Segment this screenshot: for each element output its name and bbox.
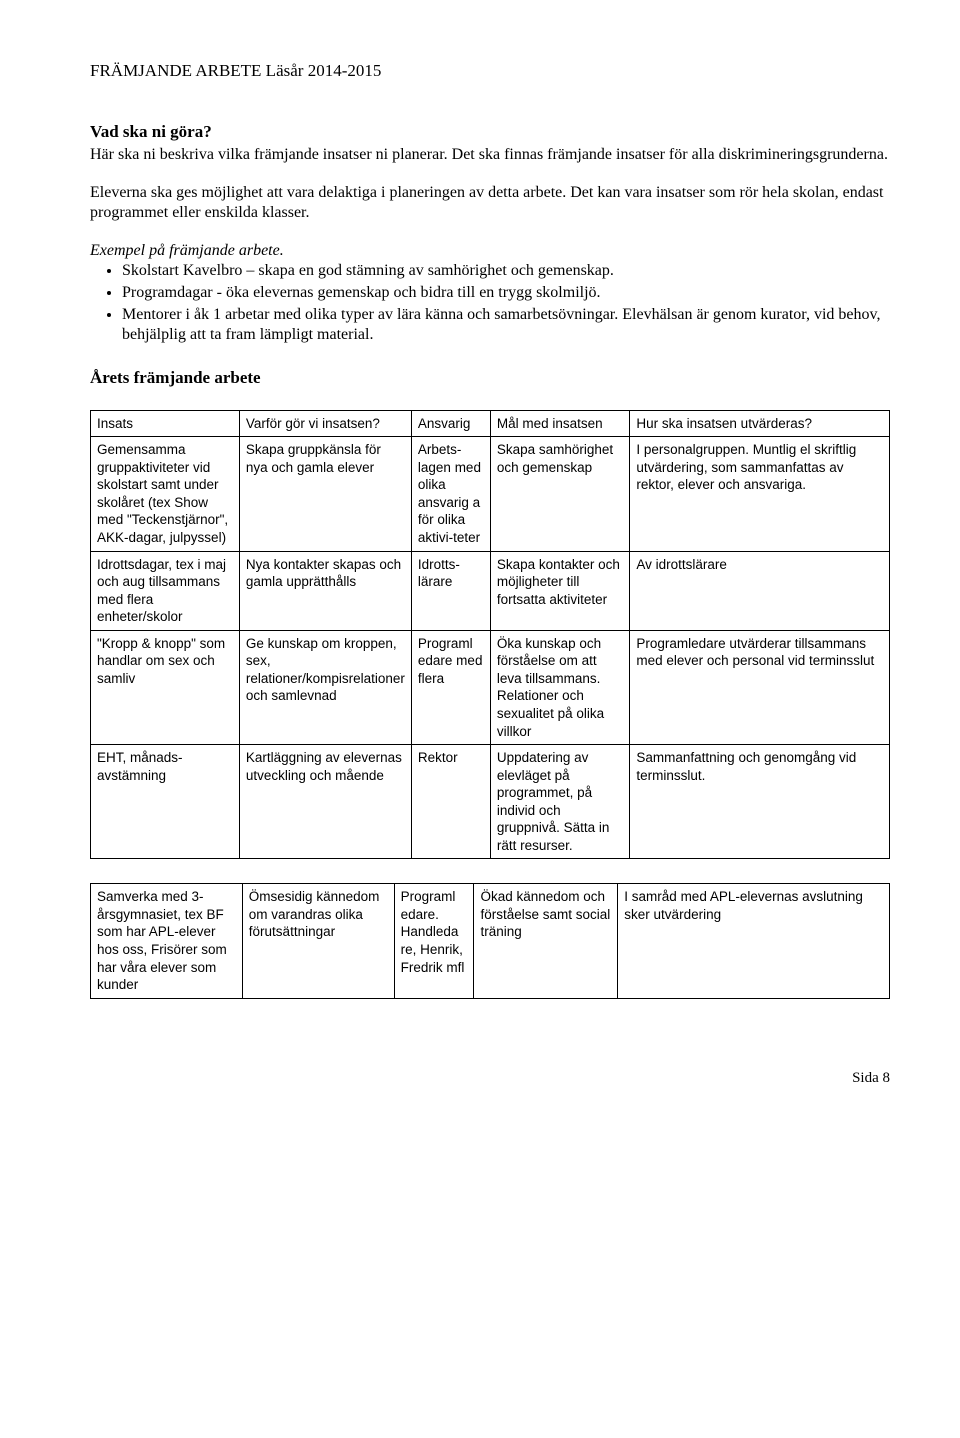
table-cell: Samverka med 3-årsgymnasiet, tex BF som … (91, 884, 243, 998)
insats-table-2: Samverka med 3-årsgymnasiet, tex BF som … (90, 883, 890, 998)
example-bullet-list: Skolstart Kavelbro – skapa en god stämni… (90, 261, 890, 345)
table-cell: Programl edare med flera (411, 630, 490, 744)
table-cell: Programledare utvärderar tillsammans med… (630, 630, 890, 744)
insats-table-1: Insats Varför gör vi insatsen? Ansvarig … (90, 410, 890, 860)
table-header: Hur ska insatsen utvärderas? (630, 410, 890, 437)
table-header: Ansvarig (411, 410, 490, 437)
table-cell: Arbets-lagen med olika ansvarig a för ol… (411, 437, 490, 551)
table-row: Idrottsdagar, tex i maj och aug tillsamm… (91, 551, 890, 630)
table-cell: Nya kontakter skapas och gamla upprätthå… (239, 551, 411, 630)
table-cell: Sammanfattning och genomgång vid termins… (630, 745, 890, 859)
table-header: Mål med insatsen (490, 410, 630, 437)
table-cell: Gemensamma gruppaktiviteter vid skolstar… (91, 437, 240, 551)
table-header-row: Insats Varför gör vi insatsen? Ansvarig … (91, 410, 890, 437)
table-cell: Skapa kontakter och möjligheter till for… (490, 551, 630, 630)
list-item: Programdagar - öka elevernas gemenskap o… (122, 283, 890, 303)
section-heading: Årets främjande arbete (90, 367, 890, 388)
table-row: Gemensamma gruppaktiviteter vid skolstar… (91, 437, 890, 551)
table-cell: Skapa gruppkänsla för nya och gamla elev… (239, 437, 411, 551)
table-cell: Rektor (411, 745, 490, 859)
table-cell: EHT, månads-avstämning (91, 745, 240, 859)
table-cell: "Kropp & knopp" som handlar om sex och s… (91, 630, 240, 744)
document-title: FRÄMJANDE ARBETE Läsår 2014-2015 (90, 60, 890, 81)
table-cell: Idrotts-lärare (411, 551, 490, 630)
table-cell: Idrottsdagar, tex i maj och aug tillsamm… (91, 551, 240, 630)
table-row: EHT, månads-avstämning Kartläggning av e… (91, 745, 890, 859)
table-cell: Ge kunskap om kroppen, sex, relationer/k… (239, 630, 411, 744)
table-cell: Ömsesidig kännedom om varandras olika fö… (242, 884, 394, 998)
intro-paragraph-1: Här ska ni beskriva vilka främjande insa… (90, 145, 890, 165)
question-heading: Vad ska ni göra? (90, 121, 890, 142)
table-cell: Kartläggning av elevernas utveckling och… (239, 745, 411, 859)
list-item: Mentorer i åk 1 arbetar med olika typer … (122, 305, 890, 345)
table-cell: I personalgruppen. Muntlig el skriftlig … (630, 437, 890, 551)
table-cell: Av idrottslärare (630, 551, 890, 630)
table-row: "Kropp & knopp" som handlar om sex och s… (91, 630, 890, 744)
table-cell: Skapa samhörighet och gemenskap (490, 437, 630, 551)
table-cell: Ökad kännedom och förståelse samt social… (474, 884, 618, 998)
table-cell: Programl edare. Handleda re, Henrik, Fre… (394, 884, 474, 998)
table-header: Insats (91, 410, 240, 437)
table-cell: Öka kunskap och förståelse om att leva t… (490, 630, 630, 744)
example-heading: Exempel på främjande arbete. (90, 241, 890, 261)
table-header: Varför gör vi insatsen? (239, 410, 411, 437)
page-footer: Sida 8 (90, 1069, 890, 1088)
intro-paragraph-2: Eleverna ska ges möjlighet att vara dela… (90, 183, 890, 223)
table-row: Samverka med 3-årsgymnasiet, tex BF som … (91, 884, 890, 998)
table-cell: Uppdatering av elevläget på programmet, … (490, 745, 630, 859)
list-item: Skolstart Kavelbro – skapa en god stämni… (122, 261, 890, 281)
table-cell: I samråd med APL-elevernas avslutning sk… (618, 884, 890, 998)
